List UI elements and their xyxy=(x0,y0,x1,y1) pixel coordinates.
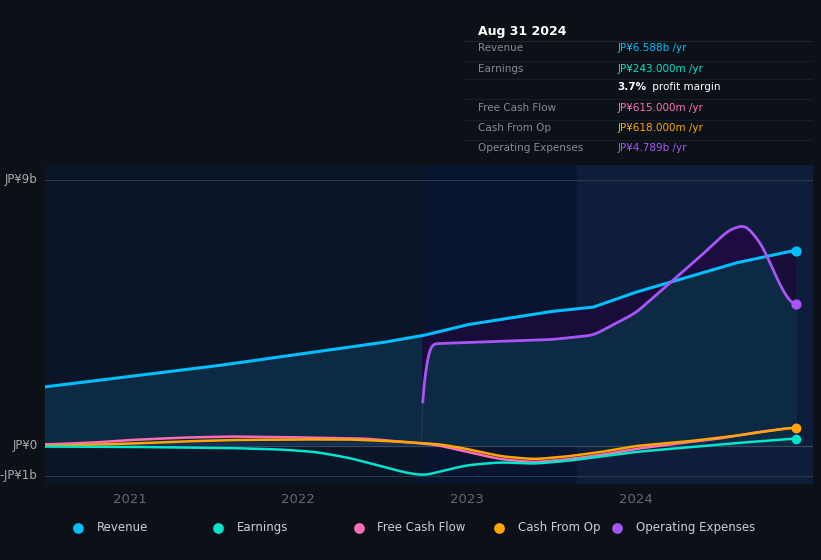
Text: Earnings: Earnings xyxy=(478,64,523,74)
Text: Free Cash Flow: Free Cash Flow xyxy=(378,521,466,534)
Point xyxy=(352,523,365,532)
Text: JP¥6.588b /yr: JP¥6.588b /yr xyxy=(617,43,687,53)
Text: JP¥4.789b /yr: JP¥4.789b /yr xyxy=(617,143,687,153)
Text: 3.7%: 3.7% xyxy=(617,82,646,92)
Text: JP¥0: JP¥0 xyxy=(12,440,38,452)
Point xyxy=(789,423,802,432)
Text: JP¥9b: JP¥9b xyxy=(5,174,38,186)
Text: Cash From Op: Cash From Op xyxy=(518,521,600,534)
Text: JP¥243.000m /yr: JP¥243.000m /yr xyxy=(617,64,704,74)
Point xyxy=(789,247,802,256)
Text: Revenue: Revenue xyxy=(478,43,523,53)
Text: Free Cash Flow: Free Cash Flow xyxy=(478,102,556,113)
Point xyxy=(789,435,802,444)
Text: JP¥615.000m /yr: JP¥615.000m /yr xyxy=(617,102,704,113)
Point xyxy=(789,300,802,309)
Text: Revenue: Revenue xyxy=(97,521,148,534)
Text: Aug 31 2024: Aug 31 2024 xyxy=(478,25,566,38)
Bar xyxy=(424,165,576,484)
Point xyxy=(611,523,624,532)
Text: Operating Expenses: Operating Expenses xyxy=(636,521,755,534)
Bar xyxy=(576,165,821,484)
Text: profit margin: profit margin xyxy=(649,82,720,92)
Text: Earnings: Earnings xyxy=(237,521,288,534)
Text: JP¥618.000m /yr: JP¥618.000m /yr xyxy=(617,123,704,133)
Point xyxy=(71,523,85,532)
Text: Cash From Op: Cash From Op xyxy=(478,123,551,133)
Text: -JP¥1b: -JP¥1b xyxy=(0,469,38,482)
Text: Operating Expenses: Operating Expenses xyxy=(478,143,583,153)
Bar xyxy=(45,165,424,484)
Point xyxy=(493,523,506,532)
Point xyxy=(789,423,802,432)
Point xyxy=(212,523,225,532)
